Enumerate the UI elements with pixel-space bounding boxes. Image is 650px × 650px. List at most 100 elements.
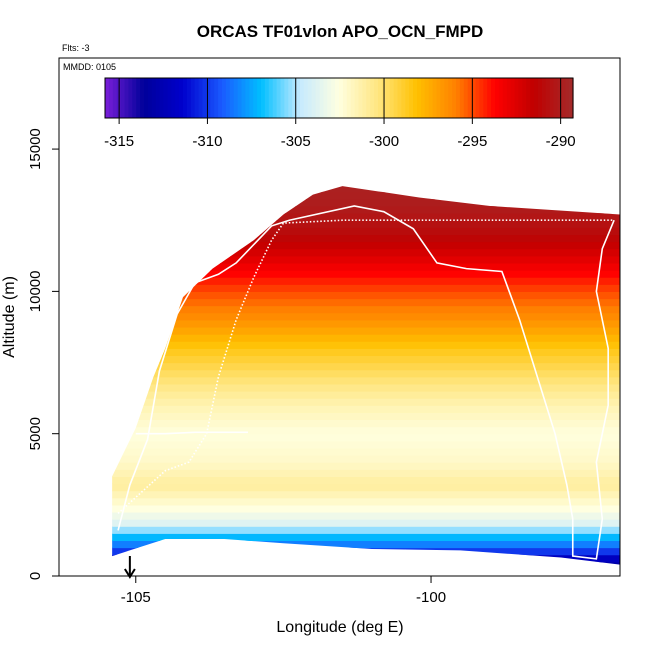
colorbar-swatch xyxy=(128,78,133,118)
heatmap-band xyxy=(112,490,620,499)
heatmap-band xyxy=(112,391,620,399)
colorbar-swatch xyxy=(370,78,375,118)
colorbar-swatch xyxy=(452,78,457,118)
colorbar-swatch xyxy=(222,78,227,118)
heatmap-band xyxy=(112,419,620,428)
heatmap-band xyxy=(112,376,620,385)
colorbar-tick-label: -315 xyxy=(104,133,134,150)
colorbar: -315 -310 -305 -300 -295 -290 xyxy=(104,77,576,150)
y-tick-label: 10000 xyxy=(27,271,44,313)
colorbar-swatch xyxy=(112,78,118,118)
colorbar-swatch xyxy=(413,78,418,118)
colorbar-swatch xyxy=(393,78,399,118)
colorbar-swatch xyxy=(448,78,453,118)
colorbar-swatch xyxy=(155,78,161,118)
colorbar-swatch xyxy=(237,78,243,118)
colorbar-swatch xyxy=(276,78,282,118)
heatmap-band xyxy=(112,241,620,250)
colorbar-swatch xyxy=(350,78,356,118)
plot-frame xyxy=(58,57,621,577)
colorbar-swatch xyxy=(268,78,274,118)
colorbar-swatch xyxy=(264,78,270,118)
heatmap-band xyxy=(112,312,620,321)
heatmap-band xyxy=(112,234,620,243)
colorbar-swatch xyxy=(261,78,266,118)
colorbar-swatch xyxy=(214,78,219,118)
colorbar-swatch xyxy=(467,78,473,118)
colorbar-swatch xyxy=(420,78,426,118)
colorbar-swatch xyxy=(249,78,254,118)
colorbar-swatch xyxy=(105,78,110,118)
heatmap-band xyxy=(112,469,620,477)
colorbar-swatch xyxy=(120,78,126,118)
colorbar-swatch xyxy=(557,78,562,118)
colorbar-swatch xyxy=(335,78,340,118)
colorbar-swatch xyxy=(218,78,223,118)
colorbar-swatch xyxy=(124,78,129,118)
colorbar-swatch xyxy=(354,78,360,118)
colorbar-swatch xyxy=(253,78,258,118)
colorbar-tick-label: -295 xyxy=(457,133,487,150)
colorbar-swatch xyxy=(144,78,149,118)
colorbar-swatch xyxy=(132,78,137,118)
heatmap-band xyxy=(112,398,620,406)
colorbar-swatch xyxy=(362,78,367,118)
colorbar-swatch xyxy=(498,78,504,118)
heatmap-band xyxy=(112,227,620,236)
colorbar-swatch xyxy=(140,78,145,118)
y-axis-label: Altitude (m) xyxy=(1,276,18,358)
colorbar-swatch xyxy=(479,78,484,118)
heatmap-band xyxy=(112,383,620,392)
colorbar-swatch xyxy=(502,78,508,118)
arrow-icon-head xyxy=(124,568,136,579)
x-tick-label: -100 xyxy=(416,589,446,606)
colorbar-swatch xyxy=(514,78,519,118)
heatmap-band xyxy=(112,186,620,193)
colorbar-swatch xyxy=(417,78,422,118)
colorbar-swatch xyxy=(397,78,402,118)
colorbar-swatch xyxy=(175,78,180,118)
heatmap-band xyxy=(112,191,620,200)
colorbar-tick-label: -305 xyxy=(281,133,311,150)
flight-track-layer xyxy=(117,205,615,560)
colorbar-swatch xyxy=(323,78,328,118)
colorbar-swatch xyxy=(346,78,352,118)
y-tick-label: 5000 xyxy=(27,417,44,450)
heatmap-band xyxy=(112,533,620,542)
colorbar-swatch xyxy=(296,78,301,118)
heatmap-band xyxy=(112,483,620,492)
colorbar-swatch xyxy=(179,78,184,118)
colorbar-swatch xyxy=(522,78,527,118)
colorbar-swatch xyxy=(210,78,215,118)
colorbar-swatch xyxy=(284,78,289,118)
colorbar-swatch xyxy=(471,78,477,118)
heatmap-band xyxy=(59,569,620,577)
heatmap-band xyxy=(112,270,620,278)
colorbar-swatch xyxy=(327,78,332,118)
heatmap-band xyxy=(112,554,620,563)
colorbar-swatch xyxy=(530,78,535,118)
heatmap-band xyxy=(112,561,620,565)
colorbar-swatch xyxy=(167,78,172,118)
y-tick-label: 15000 xyxy=(27,128,44,170)
colorbar-tick-label: -290 xyxy=(546,133,576,150)
colorbar-swatch xyxy=(280,78,285,118)
heatmap-band xyxy=(112,504,620,513)
heatmap-band xyxy=(112,547,620,556)
colorbar-swatch xyxy=(495,78,500,118)
colorbar-swatch xyxy=(339,78,344,118)
colorbar-swatch xyxy=(483,78,488,118)
heatmap-band xyxy=(112,426,620,435)
heatmap-band xyxy=(112,369,620,378)
heatmap-band xyxy=(112,519,620,527)
colorbar-swatch xyxy=(303,78,309,118)
colorbar-swatch xyxy=(147,78,153,118)
colorbar-swatch xyxy=(163,78,168,118)
heatmap-bands xyxy=(59,186,620,577)
heatmap-band xyxy=(112,305,620,314)
heatmap-band xyxy=(112,497,620,506)
heatmap-band xyxy=(112,476,620,485)
colorbar-swatch xyxy=(288,78,293,118)
colorbar-swatch xyxy=(233,78,239,118)
x-tick-label: -105 xyxy=(121,589,151,606)
